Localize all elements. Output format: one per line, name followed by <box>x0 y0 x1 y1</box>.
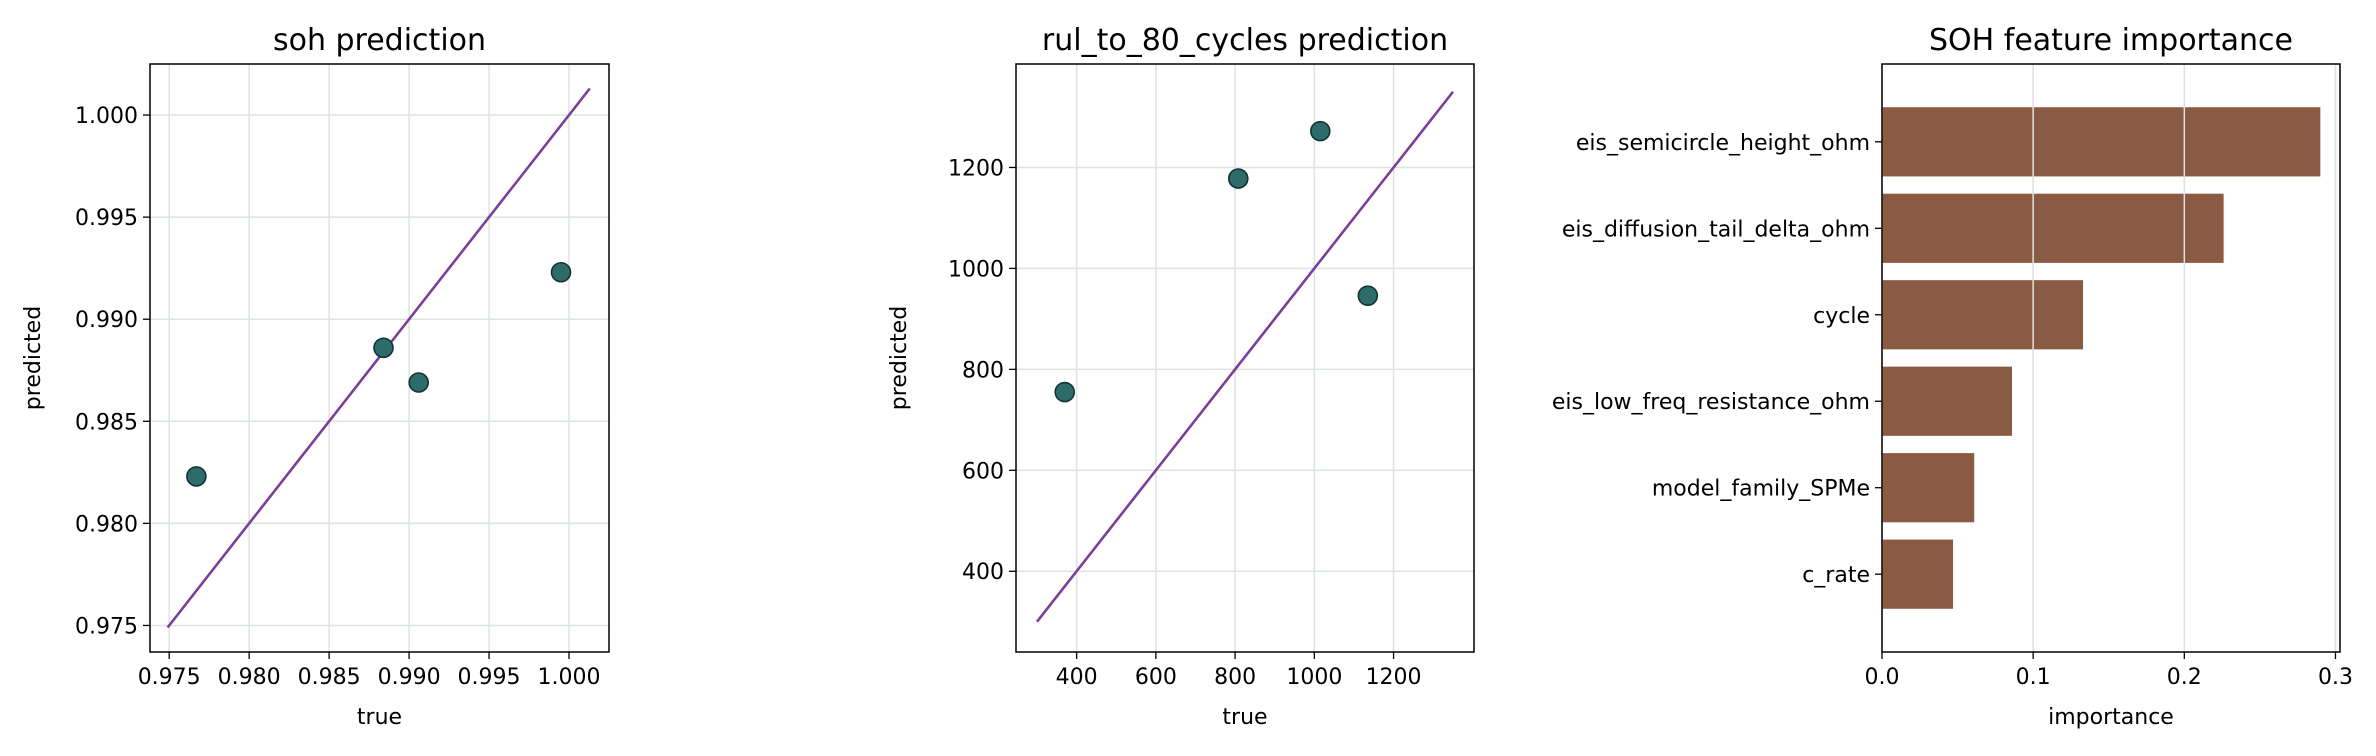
x-tick-label: 800 <box>1214 665 1256 690</box>
x-tick-label: 0.980 <box>218 665 281 690</box>
marks <box>1035 90 1455 623</box>
scatter-point <box>1227 168 1249 189</box>
y-tick-label: 0.985 <box>75 410 138 435</box>
category-label: model_family_SPMe <box>1652 477 1870 502</box>
y-ticks: eis_semicircle_height_ohm eis_diffusion_t… <box>1552 131 1882 588</box>
x-tick-label: 0.2 <box>2167 665 2202 690</box>
x-tick-label: 1200 <box>1366 665 1422 690</box>
bar <box>1882 539 1954 609</box>
category-label: eis_semicircle_height_ohm <box>1576 131 1870 156</box>
grid <box>150 64 609 652</box>
y-ticks: 0.975 0.980 0.985 0.990 0.995 1.000 <box>75 104 150 639</box>
identity-line <box>1035 90 1455 623</box>
grid <box>1016 64 1474 652</box>
marks <box>1881 64 2337 652</box>
y-tick-label: 800 <box>962 358 1004 383</box>
x-tick-label: 1.000 <box>538 665 601 690</box>
category-label: eis_diffusion_tail_delta_ohm <box>1562 217 1870 242</box>
y-axis-label: predicted <box>887 306 912 410</box>
y-ticks: 400 600 800 1000 1200 <box>948 156 1016 585</box>
x-tick-label: 0.995 <box>458 665 521 690</box>
x-tick-label: 1000 <box>1286 665 1342 690</box>
x-axis-label: true <box>1222 705 1267 730</box>
x-axis-label: importance <box>2048 705 2174 730</box>
plot-frame <box>1881 63 2341 653</box>
scatter-point <box>1357 285 1379 306</box>
category-label: eis_low_freq_resistance_ohm <box>1552 390 1870 415</box>
identity-line <box>166 87 591 629</box>
scatter-point <box>1309 120 1331 142</box>
x-axis-label: true <box>357 705 402 730</box>
scatter-point <box>373 337 394 359</box>
x-tick-label: 0.985 <box>298 665 361 690</box>
scatter-point <box>408 372 429 393</box>
y-tick-label: 600 <box>962 459 1004 484</box>
x-tick-label: 0.1 <box>2016 665 2051 690</box>
x-ticks: 0.975 0.980 0.985 0.990 0.995 1.000 <box>138 652 601 690</box>
x-tick-label: 0.0 <box>1865 665 1900 690</box>
y-tick-label: 1.000 <box>75 104 138 129</box>
bar <box>1882 280 2084 350</box>
y-tick-label: 0.975 <box>75 614 138 639</box>
y-axis-label: predicted <box>21 306 46 410</box>
marks <box>166 87 591 629</box>
x-tick-label: 400 <box>1056 665 1098 690</box>
x-ticks: 0.0 0.1 0.2 0.3 <box>1865 652 2353 690</box>
y-tick-label: 1000 <box>948 257 1004 282</box>
category-label: cycle <box>1813 304 1870 329</box>
feature-importance-panel: 0.0 0.1 0.2 0.3 eis_semicircle_height_ohmei… <box>1552 23 2353 730</box>
soh-prediction-panel: 0.975 0.980 0.985 0.990 0.995 1.000 0.975 0.98… <box>21 23 610 730</box>
chart-title: SOH feature importance <box>1929 23 2293 58</box>
x-ticks: 400 600 800 1000 1200 <box>1056 652 1422 690</box>
bar <box>1882 193 2224 263</box>
bar <box>1882 366 2012 436</box>
category-label: c_rate <box>1802 563 1870 588</box>
y-tick-label: 0.990 <box>75 308 138 333</box>
bar <box>1882 453 1975 523</box>
bar <box>1882 107 2321 177</box>
x-tick-label: 0.3 <box>2318 665 2353 690</box>
chart-title: rul_to_80_cycles prediction <box>1042 23 1448 58</box>
plot-frame <box>1015 63 1475 653</box>
x-tick-label: 0.990 <box>378 665 441 690</box>
y-tick-label: 1200 <box>948 156 1004 181</box>
scatter-point <box>1054 381 1076 403</box>
scatter-point <box>186 466 207 487</box>
x-tick-label: 0.975 <box>138 665 201 690</box>
plot-frame <box>149 63 610 653</box>
chart-title: soh prediction <box>273 23 486 58</box>
x-tick-label: 600 <box>1135 665 1177 690</box>
rul-prediction-panel: 400 600 800 1000 1200 400 600 800 1000 1200 rul_… <box>887 23 1475 730</box>
y-tick-label: 400 <box>962 560 1004 585</box>
y-tick-label: 0.995 <box>75 206 138 231</box>
y-tick-label: 0.980 <box>75 512 138 537</box>
scatter-point <box>550 261 572 283</box>
